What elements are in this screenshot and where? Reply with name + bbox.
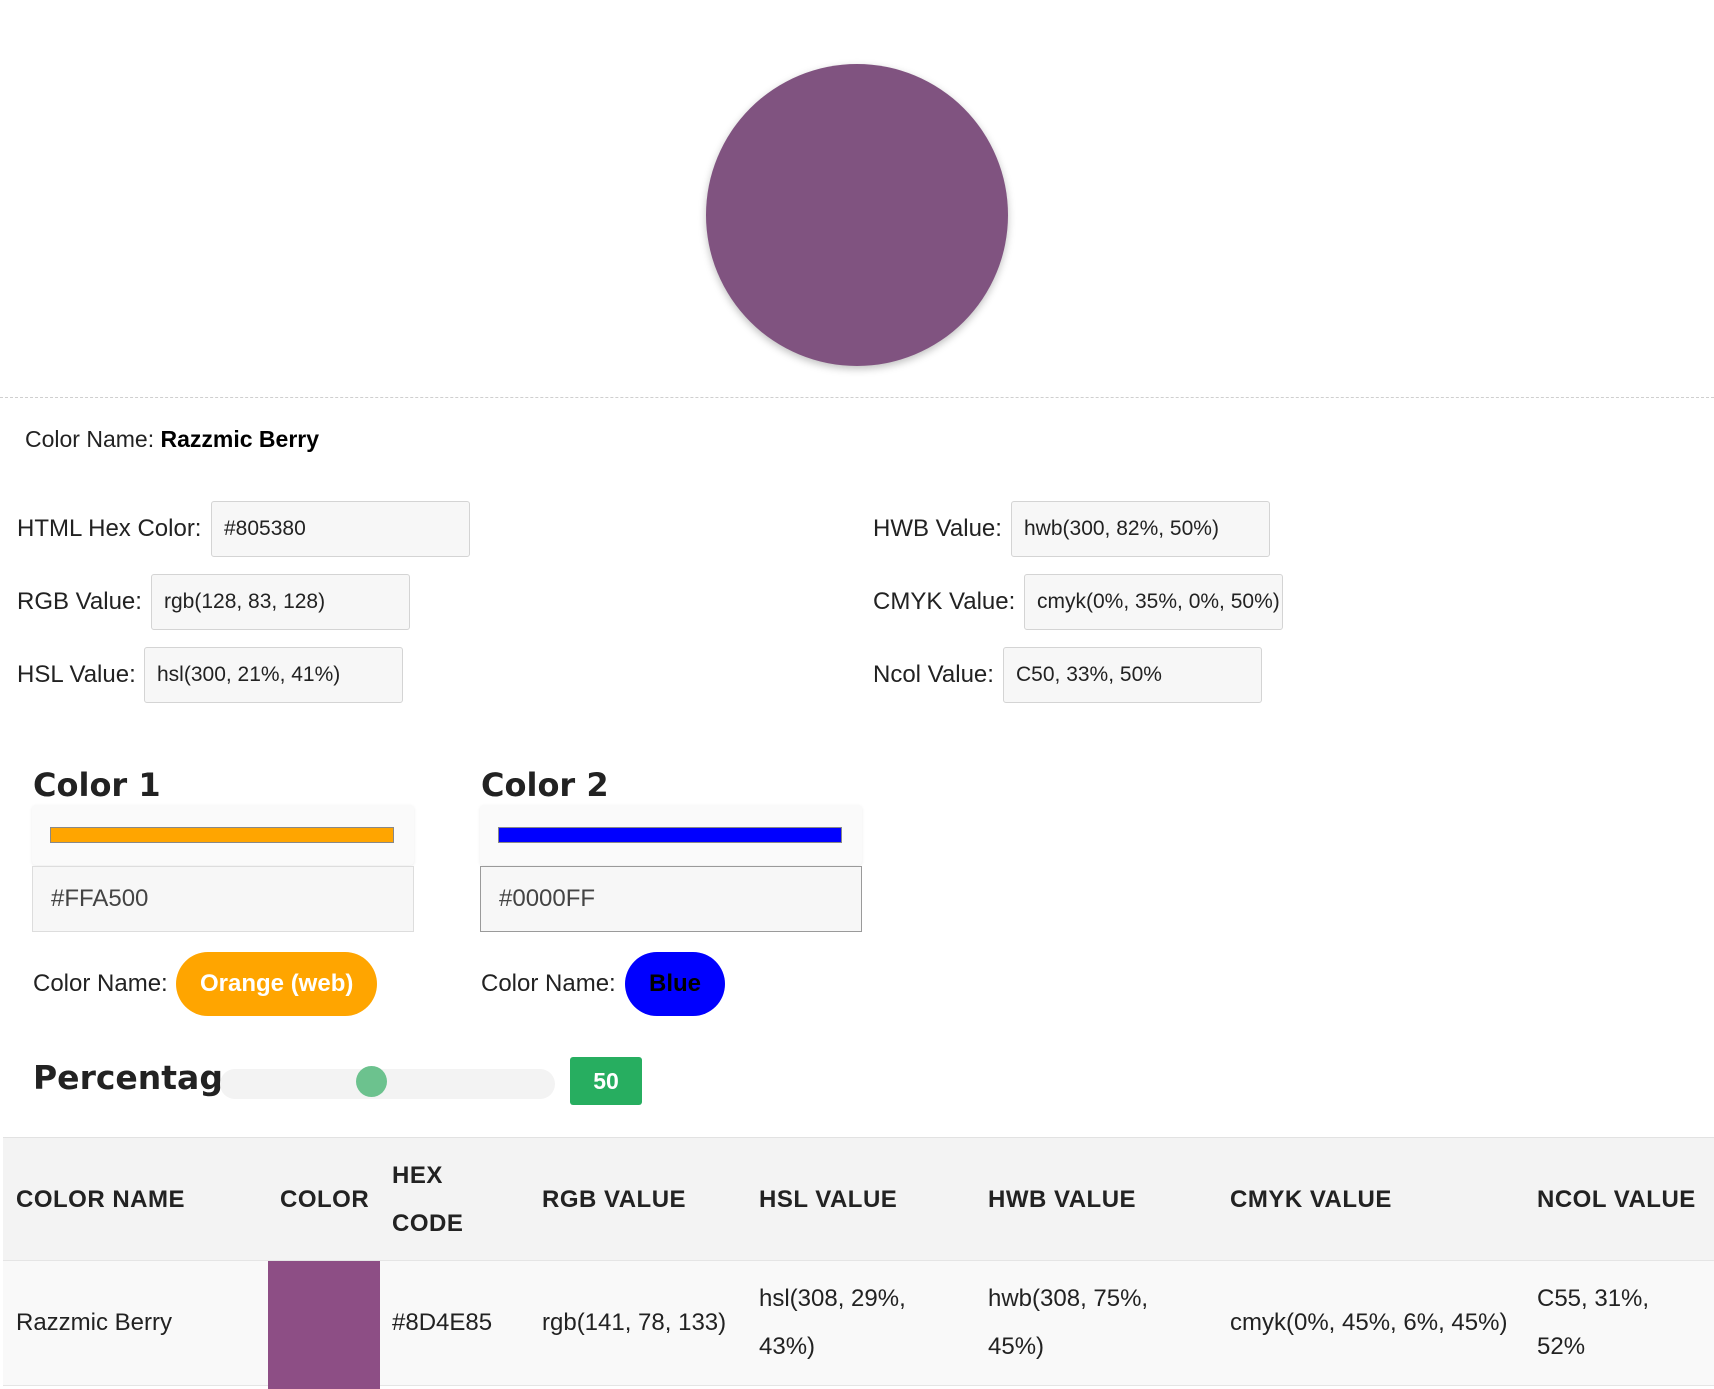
color2-swatch[interactable] [498,827,842,843]
table-row: Razzmic Berry #8D4E85 rgb(141, 78, 133) … [3,1260,1714,1389]
hex-label: HTML Hex Color: [17,515,202,542]
rgb-value-field[interactable]: rgb(128, 83, 128) [151,574,410,630]
td-hsl-value-line1: hsl(308, 29%, [759,1285,906,1312]
percentage-value-badge: 50 [570,1057,642,1105]
color-name-line: Color Name: Razzmic Berry [25,426,319,453]
hsl-label: HSL Value: [17,661,136,688]
hsl-value-field[interactable]: hsl(300, 21%, 41%) [144,647,403,703]
color2-name-label: Color Name: [481,970,616,997]
color-preview-circle [706,64,1008,366]
td-color-swatch [268,1261,380,1389]
ncol-value-field[interactable]: C50, 33%, 50% [1003,647,1262,703]
percentage-title: Percentage [33,1058,246,1097]
cmyk-value-field[interactable]: cmyk(0%, 35%, 0%, 50%) [1024,574,1283,630]
color-table: COLOR NAME COLOR HEX CODE RGB VALUE HSL … [3,1137,1714,1389]
color1-name-badge: Orange (web) [176,952,378,1016]
th-hwb-value: HWB VALUE [988,1186,1137,1213]
color1-hex-input[interactable]: #FFA500 [32,866,414,932]
th-color-name: COLOR NAME [16,1186,185,1213]
td-hwb-value-line2: 45%) [988,1333,1045,1360]
td-hwb-value-line1: hwb(308, 75%, [988,1285,1149,1312]
th-hex-code: HEX CODE [392,1162,464,1237]
color2-title: Color 2 [481,766,609,804]
color1-name-label: Color Name: [33,970,168,997]
th-color: COLOR [280,1186,370,1213]
td-hex-code: #8D4E85 [392,1309,493,1336]
table-header: COLOR NAME COLOR HEX CODE RGB VALUE HSL … [3,1137,1714,1261]
ncol-label: Ncol Value: [873,661,994,688]
rgb-label: RGB Value: [17,588,142,615]
color1-swatch[interactable] [50,827,394,843]
color-name-value: Razzmic Berry [160,426,320,452]
td-ncol-value-line2: 52% [1537,1333,1586,1360]
th-ncol-value: NCOL VALUE [1537,1186,1696,1213]
color2-picker[interactable] [480,805,862,865]
color2-name-badge: Blue [625,952,726,1016]
cmyk-label: CMYK Value: [873,588,1016,615]
percentage-slider-handle[interactable] [356,1066,387,1097]
td-color-name: Razzmic Berry [16,1309,173,1336]
th-hsl-value: HSL VALUE [759,1186,898,1213]
th-rgb-value: RGB VALUE [542,1186,687,1213]
hex-value-field[interactable]: #805380 [211,501,470,557]
td-ncol-value-line1: C55, 31%, [1537,1285,1650,1312]
hwb-label: HWB Value: [873,515,1002,542]
color2-hex-input[interactable]: #0000FF [480,866,862,932]
td-rgb-value: rgb(141, 78, 133) [542,1309,727,1336]
th-cmyk-value: CMYK VALUE [1230,1186,1392,1213]
percentage-slider-track[interactable] [220,1069,555,1099]
hwb-value-field[interactable]: hwb(300, 82%, 50%) [1011,501,1270,557]
color-name-label: Color Name: [25,426,155,452]
td-cmyk-value: cmyk(0%, 45%, 6%, 45%) [1230,1309,1508,1336]
divider [0,397,1714,398]
color1-title: Color 1 [33,766,161,804]
td-hsl-value-line2: 43%) [759,1333,816,1360]
color1-picker[interactable] [32,805,414,865]
